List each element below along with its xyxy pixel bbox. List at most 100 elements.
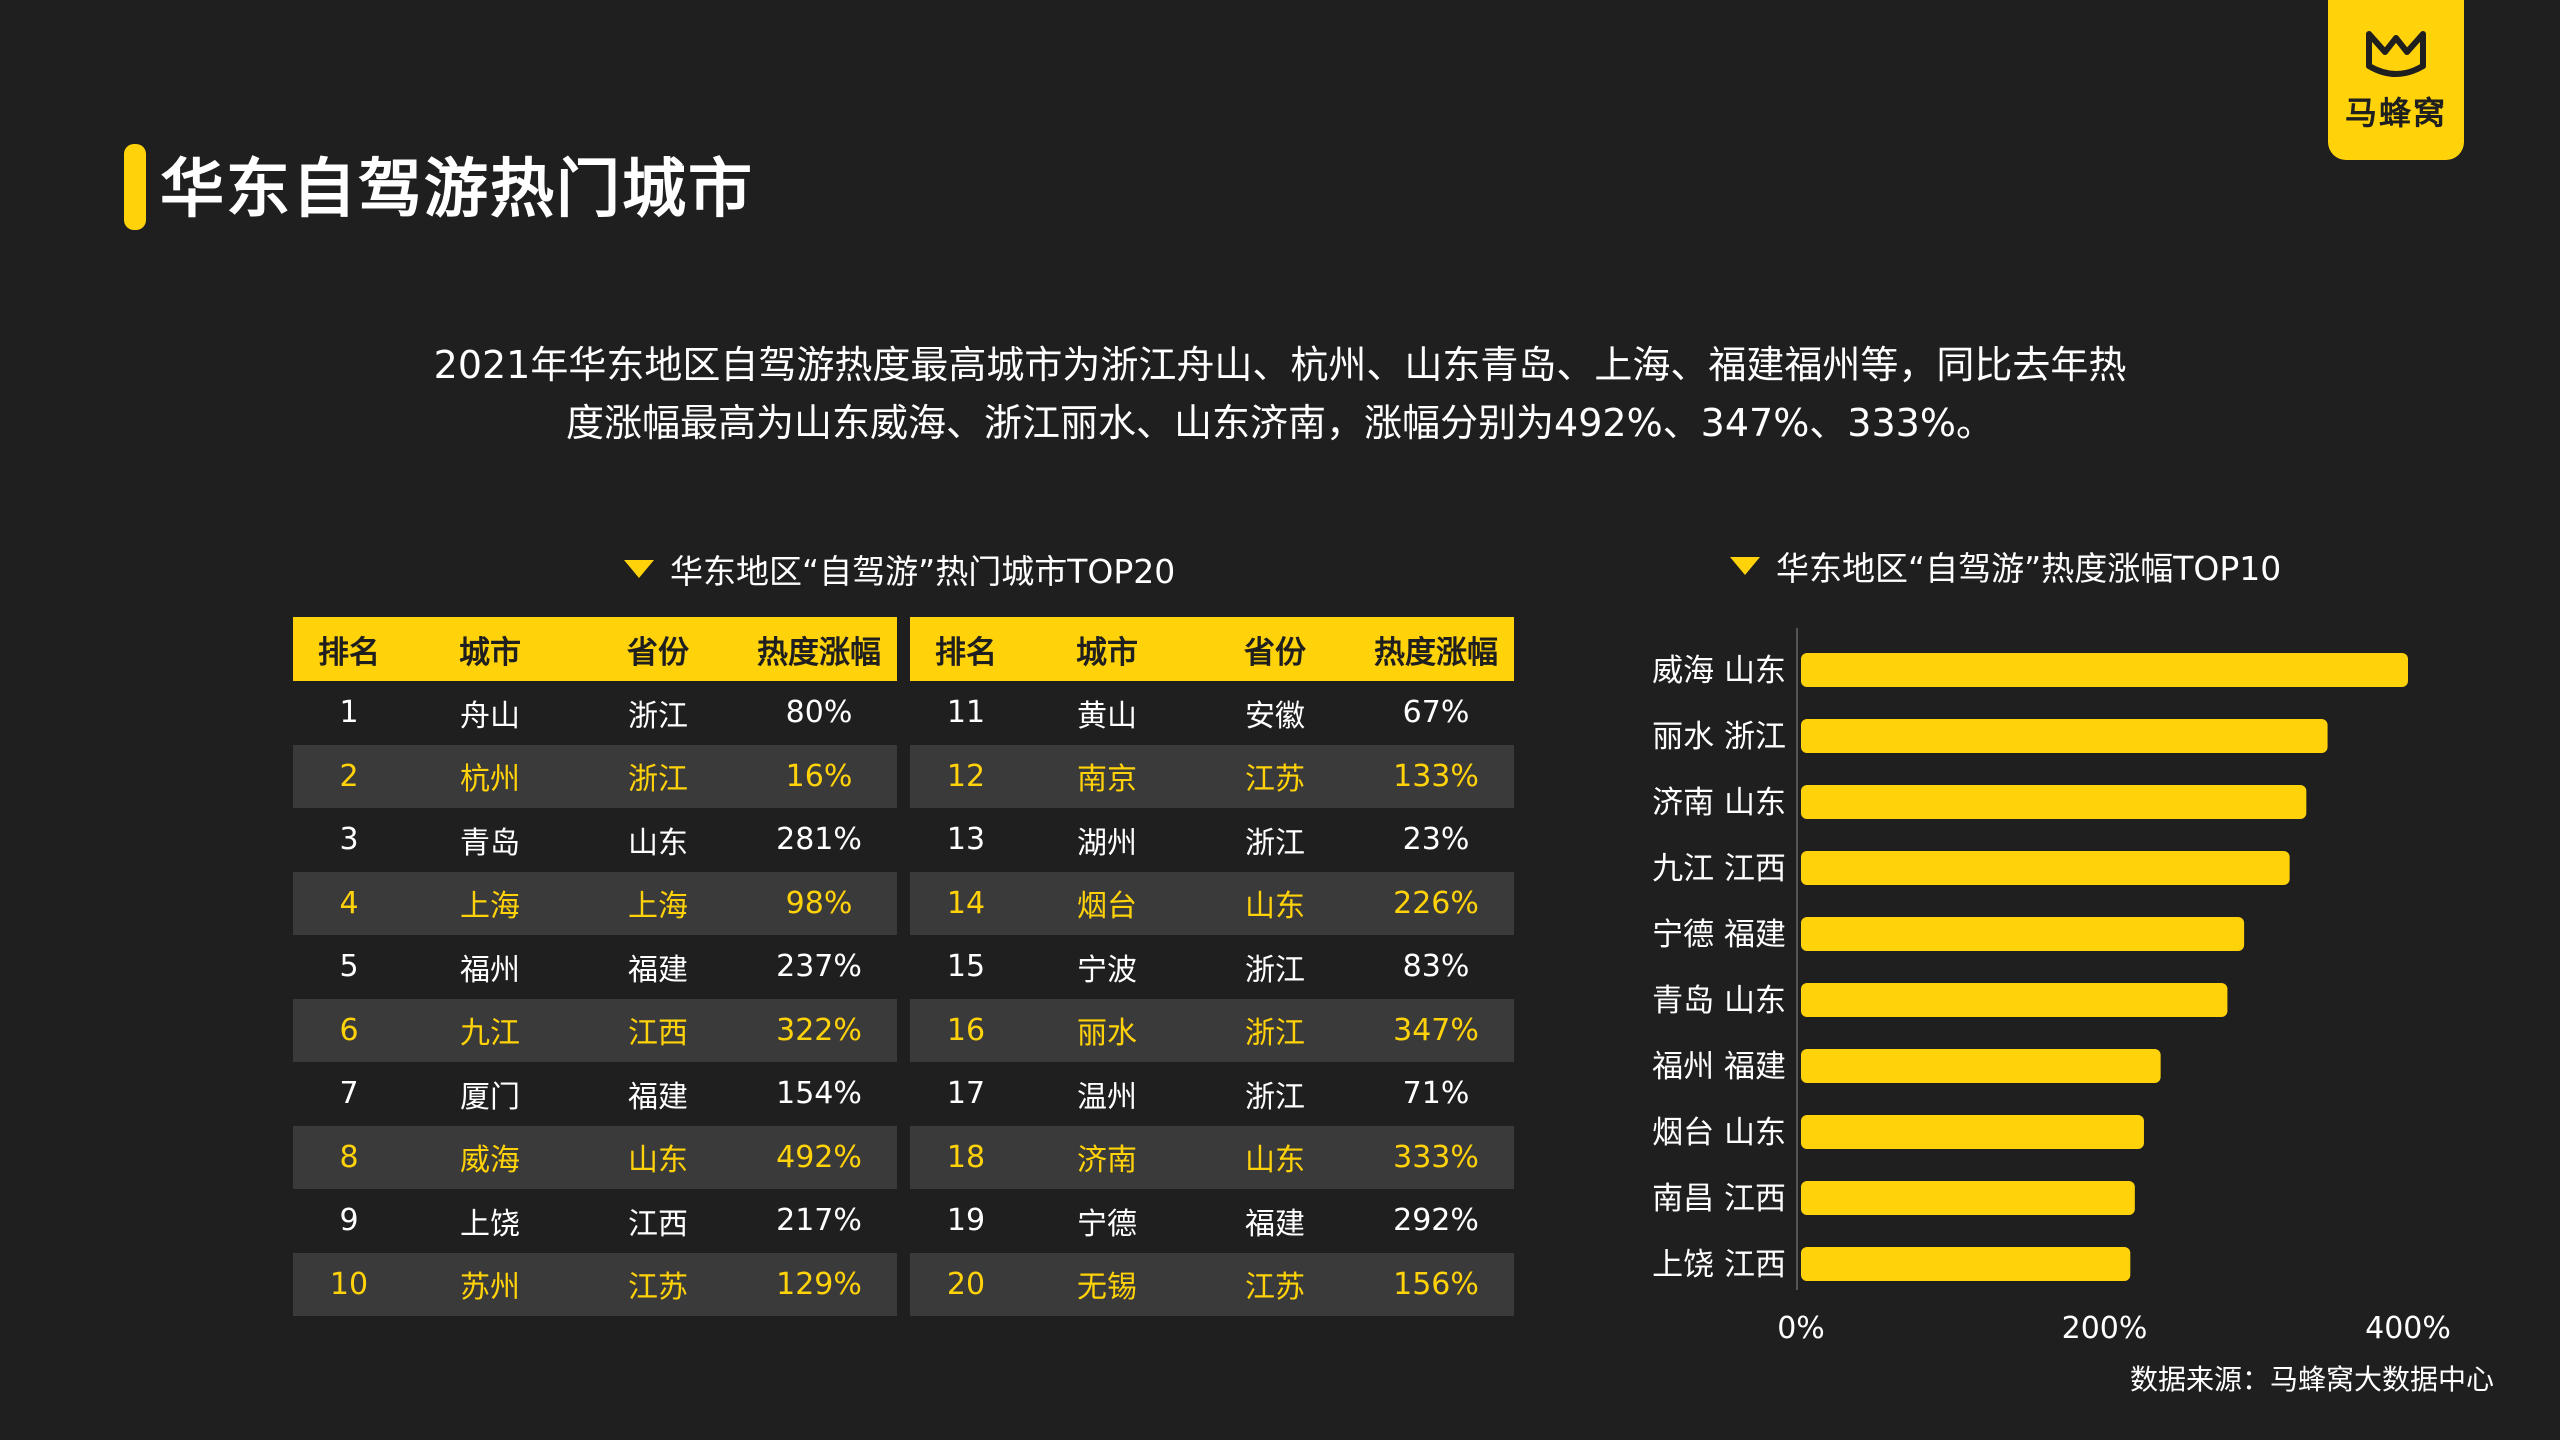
- cell-growth: 347%: [1393, 1012, 1479, 1048]
- table-row: 14 烟台 山东 226%: [910, 871, 1514, 935]
- cell-growth: 80%: [785, 695, 853, 731]
- cell-province: 福建: [1245, 1206, 1305, 1242]
- table-row: 20 无锡 江苏 156%: [910, 1252, 1514, 1316]
- cell-growth: 292%: [1393, 1203, 1479, 1239]
- cell-city: 无锡: [1077, 1270, 1137, 1306]
- table-row: 8 威海 山东 492%: [293, 1125, 897, 1189]
- cell-city: 上饶: [460, 1206, 520, 1242]
- bar: [1801, 851, 2290, 885]
- summary-text: 2021年华东地区自驾游热度最高城市为浙江舟山、杭州、山东青岛、上海、福建福州等…: [240, 336, 2320, 452]
- brand-logo: 马蜂窝: [2328, 0, 2464, 160]
- table-row: 12 南京 江苏 133%: [910, 744, 1514, 808]
- table-row: 13 湖州 浙江 23%: [910, 808, 1514, 872]
- cell-province: 江西: [628, 1206, 688, 1242]
- cell-rank: 1: [339, 695, 359, 731]
- cell-city: 杭州: [460, 762, 520, 798]
- table-row: 5 福州 福建 237%: [293, 935, 897, 999]
- x-tick-label: 400%: [2365, 1311, 2451, 1346]
- page-title: 华东自驾游热门城市: [160, 153, 754, 227]
- cell-rank: 9: [339, 1203, 359, 1239]
- cell-province: 浙江: [1245, 1079, 1305, 1115]
- cell-city: 宁德: [1077, 1206, 1137, 1242]
- cell-city: 南京: [1077, 762, 1137, 798]
- cell-city: 威海: [460, 1143, 520, 1179]
- header-growth: 热度涨幅: [1374, 634, 1498, 671]
- table-row: 16 丽水 浙江 347%: [910, 998, 1514, 1062]
- cell-city: 丽水: [1077, 1016, 1137, 1052]
- cell-city: 青岛: [460, 825, 520, 861]
- cell-province: 江苏: [628, 1270, 688, 1306]
- bar: [1801, 917, 2245, 951]
- cell-growth: 333%: [1393, 1139, 1479, 1175]
- cell-growth: 83%: [1402, 949, 1470, 985]
- bar: [1801, 653, 2408, 687]
- cell-rank: 16: [946, 1012, 986, 1048]
- cell-city: 宁波: [1077, 952, 1137, 988]
- summary-line-1: 2021年华东地区自驾游热度最高城市为浙江舟山、杭州、山东青岛、上海、福建福州等…: [433, 343, 2127, 387]
- header-city: 城市: [459, 634, 521, 671]
- table-row: 10 苏州 江苏 129%: [293, 1252, 897, 1316]
- mafengwo-logo-icon: [2366, 31, 2426, 77]
- table-row: 18 济南 山东 333%: [910, 1125, 1514, 1189]
- top20-table-left: 排名 城市 省份 热度涨幅 1 舟山 浙江 80% 2 杭州 浙江 16% 3 青岛 山东 281% 4…: [293, 617, 897, 1316]
- cell-growth: 156%: [1393, 1266, 1479, 1302]
- header-rank: 排名: [318, 634, 380, 671]
- table-row: 1 舟山 浙江 80%: [293, 681, 897, 745]
- cell-rank: 12: [946, 758, 986, 794]
- cell-province: 山东: [628, 825, 688, 861]
- cell-rank: 2: [339, 758, 359, 794]
- table-row: 6 九江 江西 322%: [293, 998, 897, 1062]
- bar: [1801, 785, 2307, 819]
- cell-province: 江苏: [1245, 1270, 1305, 1306]
- header-province: 省份: [627, 634, 689, 671]
- cell-growth: 492%: [776, 1139, 862, 1175]
- summary-line-2: 度涨幅最高为山东威海、浙江丽水、山东济南，涨幅分别为492%、347%、333%…: [566, 401, 1994, 445]
- cell-province: 山东: [1245, 1143, 1305, 1179]
- cell-province: 浙江: [1245, 952, 1305, 988]
- header-rank: 排名: [935, 634, 997, 671]
- table-row: 3 青岛 山东 281%: [293, 808, 897, 872]
- cell-growth: 133%: [1393, 758, 1479, 794]
- bar: [1801, 1247, 2131, 1281]
- cell-growth: 67%: [1402, 695, 1470, 731]
- cell-province: 浙江: [628, 698, 688, 734]
- table-row: 17 温州 浙江 71%: [910, 1062, 1514, 1126]
- category-label: 青岛 山东: [1652, 983, 1786, 1019]
- bar: [1801, 1115, 2144, 1149]
- cell-growth: 98%: [785, 885, 853, 921]
- cell-city: 上海: [460, 889, 520, 925]
- cell-city: 黄山: [1077, 698, 1137, 734]
- cell-city: 湖州: [1077, 825, 1137, 861]
- cell-province: 福建: [628, 952, 688, 988]
- cell-rank: 5: [339, 949, 359, 985]
- cell-province: 江苏: [1245, 762, 1305, 798]
- cell-rank: 3: [339, 822, 359, 858]
- cell-rank: 10: [329, 1266, 369, 1302]
- triangle-down-icon: [1730, 557, 1760, 575]
- triangle-down-icon: [624, 560, 654, 578]
- cell-rank: 6: [339, 1012, 359, 1048]
- cell-city: 厦门: [460, 1079, 520, 1115]
- chart-section-title: 华东地区“自驾游”热度涨幅TOP10: [1730, 542, 2281, 590]
- cell-growth: 71%: [1402, 1076, 1470, 1112]
- cell-growth: 217%: [776, 1203, 862, 1239]
- cell-city: 苏州: [460, 1270, 520, 1306]
- bar: [1801, 1181, 2135, 1215]
- category-label: 济南 山东: [1652, 785, 1786, 821]
- cell-growth: 322%: [776, 1012, 862, 1048]
- cell-growth: 281%: [776, 822, 862, 858]
- cell-province: 浙江: [1245, 825, 1305, 861]
- cell-growth: 226%: [1393, 885, 1479, 921]
- table-row: 19 宁德 福建 292%: [910, 1189, 1514, 1253]
- cell-city: 烟台: [1077, 889, 1137, 925]
- header-growth: 热度涨幅: [757, 634, 881, 671]
- table-row: 7 厦门 福建 154%: [293, 1062, 897, 1126]
- cell-growth: 237%: [776, 949, 862, 985]
- category-label: 九江 江西: [1652, 851, 1786, 887]
- x-tick-label: 200%: [2062, 1311, 2148, 1346]
- category-label: 宁德 福建: [1652, 917, 1786, 953]
- cell-rank: 19: [946, 1203, 986, 1239]
- logo-text: 马蜂窝: [2344, 94, 2447, 132]
- cell-rank: 14: [946, 885, 986, 921]
